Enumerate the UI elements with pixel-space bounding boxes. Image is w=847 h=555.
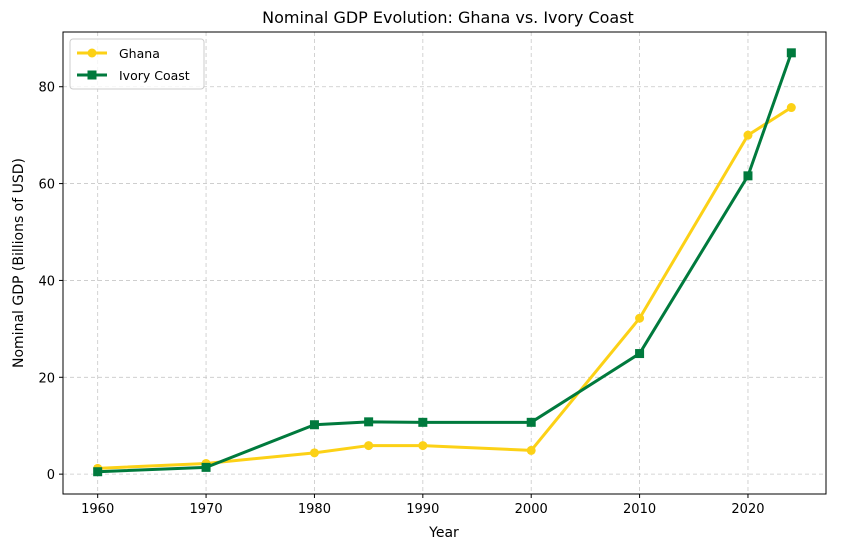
x-tick-label: 1980 (298, 502, 331, 517)
legend-marker (87, 70, 97, 80)
data-point (743, 171, 753, 181)
legend-marker (87, 48, 97, 58)
data-point (526, 417, 536, 427)
y-ticks: 0 20 40 60 80 (38, 81, 63, 483)
legend-label: Ivory Coast (119, 68, 190, 83)
x-tick-label: 1960 (81, 502, 114, 517)
data-point (309, 448, 319, 458)
y-tick-label: 20 (38, 371, 55, 386)
x-axis-label: Year (428, 525, 459, 541)
data-point (309, 420, 319, 430)
x-tick-label: 2020 (731, 502, 764, 517)
y-axis-label: Nominal GDP (Billions of USD) (11, 158, 27, 368)
data-point (786, 48, 796, 58)
data-point (743, 130, 753, 140)
x-tick-label: 1990 (406, 502, 439, 517)
y-tick-label: 80 (38, 81, 55, 96)
legend-label: Ghana (119, 46, 160, 61)
data-point (201, 462, 211, 472)
legend: Ghana Ivory Coast (69, 38, 205, 90)
x-tick-label: 2000 (515, 502, 548, 517)
data-point (786, 103, 796, 113)
data-point (364, 417, 374, 427)
series-group (93, 48, 796, 477)
x-ticks: 1960 1970 1980 1990 2000 2010 2020 (81, 494, 765, 517)
grid (63, 32, 826, 494)
x-tick-label: 2010 (623, 502, 656, 517)
x-tick-label: 1970 (190, 502, 223, 517)
data-point (418, 441, 428, 451)
series-line-ghana (97, 106, 793, 470)
chart-title: Nominal GDP Evolution: Ghana vs. Ivory C… (262, 8, 634, 27)
y-tick-label: 40 (38, 274, 55, 289)
series-line-ivory-coast (97, 52, 793, 474)
data-point (635, 313, 645, 323)
y-tick-label: 0 (47, 468, 55, 483)
data-point (418, 417, 428, 427)
data-point (526, 445, 536, 455)
data-point (364, 441, 374, 451)
data-point (635, 349, 645, 359)
plot-frame (62, 31, 827, 495)
y-tick-label: 60 (38, 178, 55, 193)
data-point (93, 467, 103, 477)
